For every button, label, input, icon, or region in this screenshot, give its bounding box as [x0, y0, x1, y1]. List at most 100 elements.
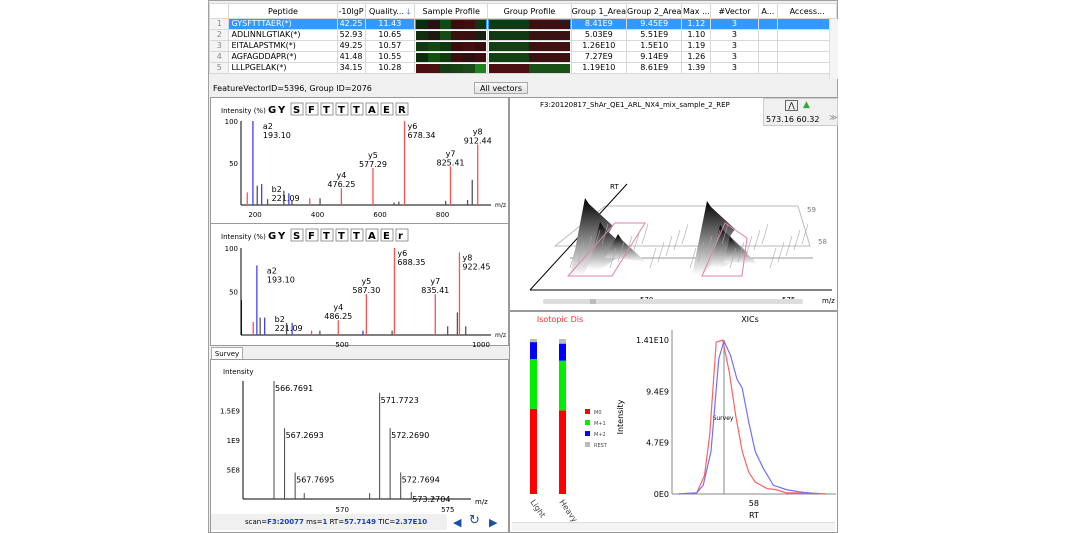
residue-box	[335, 228, 349, 242]
all-vectors-button[interactable]: All vectors	[474, 82, 528, 94]
tab-survey[interactable]: Survey	[211, 347, 243, 360]
ion-label: y6	[397, 249, 407, 258]
profile-cell	[529, 41, 570, 51]
peak-label: 567.2693	[286, 431, 324, 440]
residue-box	[365, 228, 379, 242]
profile-cell	[451, 63, 463, 73]
cell-g2: 5.51E9	[625, 29, 683, 41]
group-profile	[487, 29, 572, 41]
profile-cell	[489, 52, 530, 62]
x-axis-label: RT	[749, 511, 759, 520]
profile-cell	[427, 19, 440, 29]
peak-label: 573.2704	[412, 495, 450, 504]
column-header[interactable]: Sample Profile	[414, 3, 489, 19]
residue-box	[395, 102, 409, 116]
isotope-segment	[559, 410, 566, 494]
x-tick-label: 800	[436, 211, 449, 219]
profile-cell	[462, 30, 475, 40]
column-header[interactable]	[208, 3, 230, 19]
3d-lc-ms-view[interactable]: RTm/z5705755958	[510, 98, 837, 310]
column-header[interactable]: Group 1_Area	[570, 3, 628, 19]
residue: A	[368, 231, 376, 242]
y-tick-label: 0E0	[654, 490, 669, 499]
profile-cell	[462, 19, 475, 29]
profile-cell	[416, 52, 428, 62]
x-tick-label: 575	[441, 506, 454, 514]
ion-mz-label: 577.29	[359, 160, 387, 169]
residue: T	[353, 231, 360, 242]
profile-cell	[451, 52, 463, 62]
table-row[interactable]: 5 LLLPGELAK(*) 34.15 10.28 1.19E10 8.61E9 1.39…	[208, 62, 837, 74]
feature-box	[701, 222, 748, 277]
profile-cell	[474, 63, 487, 73]
ion-mz-label: 221.09	[275, 324, 303, 333]
signal-trace	[777, 241, 785, 263]
y-axis-label: Intensity	[616, 399, 625, 434]
cell-n: 1	[208, 18, 230, 30]
cell-peptide: EITALAPSTMK(*)	[228, 40, 338, 52]
cell-g2: 8.61E9	[625, 62, 683, 74]
ion-label: y7	[446, 149, 456, 158]
expand-icon[interactable]: ≫	[829, 113, 838, 122]
residue-box	[305, 102, 319, 116]
profile-cell	[427, 52, 440, 62]
column-header[interactable]: Peptide	[228, 3, 338, 19]
profile-cell	[474, 30, 487, 40]
signal-trace	[713, 229, 721, 251]
cell-g2: 1.5E10	[625, 40, 683, 52]
y-tick-label: 100	[225, 245, 238, 253]
profile-cell	[529, 63, 570, 73]
signal-trace	[673, 229, 681, 251]
isotopic-distribution-chart: Isotopic Dis Light Heavy M0 M+1 M+2 REST	[528, 315, 607, 524]
previous-scan-icon[interactable]: ◀	[453, 516, 462, 529]
y-tick-label: 5E8	[227, 467, 240, 475]
table-scrollbar[interactable]	[829, 19, 838, 79]
cell-max: 1.19	[681, 40, 712, 52]
signal-trace	[785, 235, 793, 257]
column-header[interactable]: Group Profile	[487, 3, 572, 19]
ion-label: y7	[430, 277, 440, 286]
table-row[interactable]: 2 ADLINNLGTIAK(*) 52.93 10.65 5.03E9 5.51E9 1.…	[208, 29, 837, 41]
ion-mz-label: 922.45	[462, 262, 490, 271]
cell-vec: 3	[710, 18, 759, 30]
profile-cell	[474, 19, 487, 29]
column-header[interactable]: A...	[757, 3, 779, 19]
column-header[interactable]: Quality... 🡓	[364, 3, 416, 19]
column-header[interactable]: Access...	[777, 3, 837, 19]
table-row[interactable]: 3 EITALAPSTMK(*) 49.25 10.57 1.26E10 1.5E10 1.…	[208, 40, 837, 52]
3d-view-toolbar: ⋀ ▲ 573.16 60.32 ≫	[763, 98, 838, 126]
peptide-table: Peptide -10lgP Quality... 🡓 Sample Profile G…	[208, 3, 837, 74]
column-header[interactable]: -10lgP	[336, 3, 366, 19]
table-row[interactable]: 1 GYSFTTTAER(*) 42.25 11.43 8.41E9 9.45E9 1.12…	[208, 18, 837, 30]
refresh-icon[interactable]: ↻	[469, 513, 480, 528]
isotopic-title: Isotopic Dis	[537, 315, 583, 324]
export-icon[interactable]: ▲	[803, 100, 810, 110]
column-header[interactable]: Max ...	[681, 3, 712, 19]
profile-cell	[416, 30, 428, 40]
signal-trace	[689, 247, 697, 269]
cell-vec: 3	[710, 62, 759, 74]
residue: F	[308, 105, 315, 116]
profile-cell	[529, 19, 570, 29]
cell-lgp: 49.25	[336, 40, 366, 52]
cell-acc	[777, 29, 837, 41]
ion-label: y5	[368, 151, 378, 160]
signal-trace	[793, 229, 801, 251]
profile-cell	[489, 19, 530, 29]
peak-label: 566.7691	[275, 384, 313, 393]
column-header[interactable]: Group 2_Area	[625, 3, 683, 19]
ion-mz-label: 476.25	[327, 180, 355, 189]
table-row[interactable]: 4 AGFAGDDAPR(*) 41.48 10.55 7.27E9 9.14E9 1.26…	[208, 51, 837, 63]
residue-box	[335, 102, 349, 116]
peak-mode-icon[interactable]: ⋀	[785, 100, 798, 111]
profile-cell	[489, 30, 530, 40]
column-header[interactable]: #Vector	[710, 3, 759, 19]
horizontal-scrollbar[interactable]	[512, 522, 835, 531]
next-scan-icon[interactable]: ▶	[489, 516, 498, 529]
legend-label: M0	[594, 410, 602, 416]
cell-vec: 3	[710, 40, 759, 52]
3d-view-panel: F3:20120817_ShAr_QE1_ARL_NX4_mix_sample_…	[509, 97, 838, 311]
isotope-segment	[559, 343, 566, 361]
xic-peak-3d	[588, 222, 628, 270]
